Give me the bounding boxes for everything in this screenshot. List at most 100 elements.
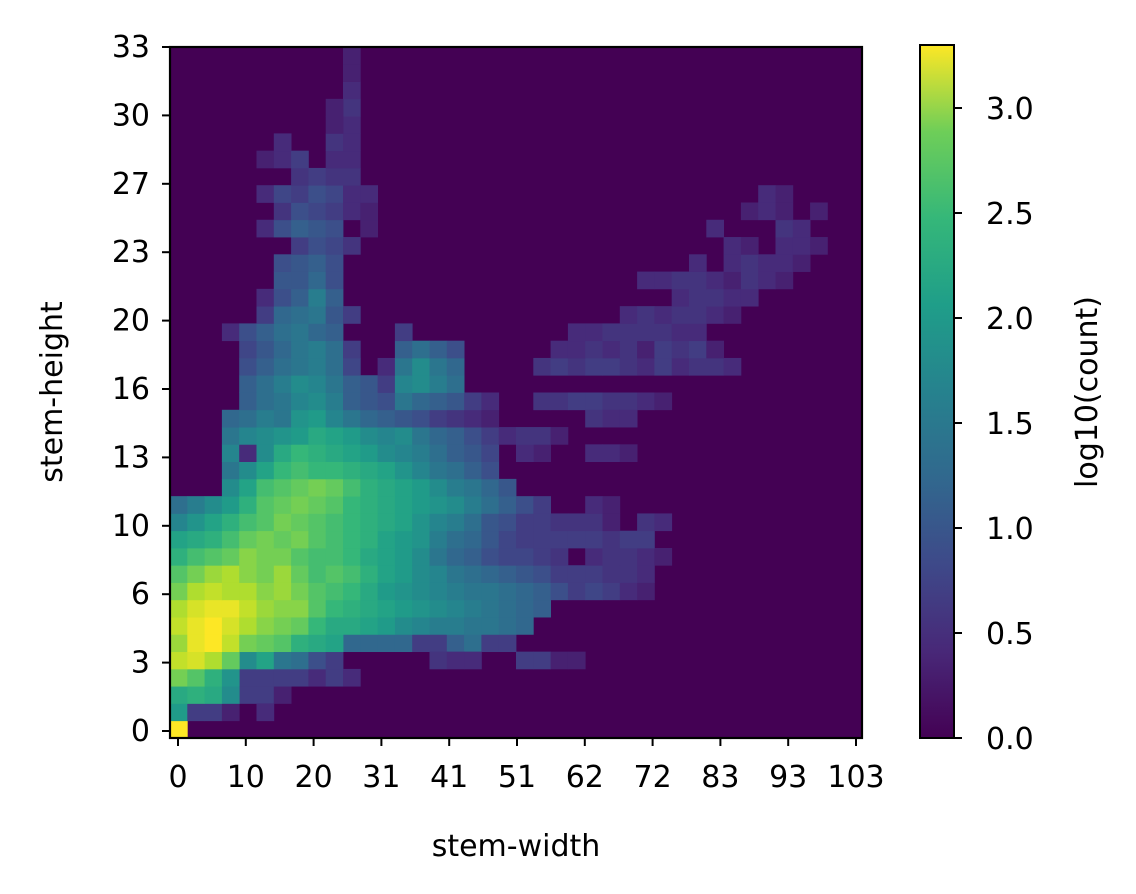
heatmap-cell — [360, 582, 378, 601]
heatmap-cell — [291, 496, 309, 514]
heatmap-cell — [498, 599, 517, 618]
y-tick-label: 0 — [131, 714, 150, 749]
heatmap-cell — [256, 634, 275, 653]
heatmap-cell — [204, 530, 223, 549]
heatmap-cell — [394, 323, 413, 342]
heatmap-cell — [377, 530, 396, 549]
heatmap-cell — [671, 271, 690, 290]
heatmap-cell — [343, 306, 361, 324]
heatmap-cell — [585, 323, 603, 342]
heatmap-cell — [792, 219, 811, 238]
heatmap-cell — [343, 530, 361, 549]
heatmap-cell — [221, 530, 240, 549]
x-tick-label: 83 — [701, 760, 739, 795]
heatmap-cell — [239, 357, 257, 376]
x-tick-label: 51 — [498, 760, 536, 795]
heatmap-cell — [602, 392, 621, 411]
heatmap-cell — [308, 167, 327, 186]
heatmap-cell — [377, 634, 396, 653]
heatmap-cell — [394, 478, 413, 497]
heatmap-cell — [619, 565, 638, 583]
heatmap-cell — [429, 357, 448, 376]
heatmap-cell — [654, 306, 673, 324]
heatmap-cell — [689, 357, 707, 376]
heatmap-cell — [602, 530, 621, 549]
heatmap-cell — [602, 565, 621, 583]
y-tick-label: 20 — [112, 304, 150, 339]
heatmap-cell — [187, 547, 205, 566]
heatmap-cell — [187, 651, 205, 670]
heatmap-cell — [446, 375, 465, 393]
heatmap-cell — [550, 513, 569, 532]
heatmap-cell — [308, 288, 327, 307]
heatmap-cell — [273, 219, 292, 238]
heatmap-cell — [412, 565, 430, 583]
heatmap-cell — [204, 513, 223, 532]
heatmap-cell — [204, 634, 223, 653]
heatmap-cell — [516, 547, 534, 566]
heatmap-cell — [187, 634, 205, 653]
heatmap-cell — [533, 513, 551, 532]
heatmap-cell — [533, 565, 551, 583]
heatmap-cell — [291, 306, 309, 324]
heatmap-cell — [256, 392, 275, 411]
heatmap-cell — [273, 375, 292, 393]
heatmap-cell — [221, 651, 240, 670]
heatmap-cell — [654, 340, 673, 359]
heatmap-cell — [325, 444, 344, 462]
heatmap-cell — [308, 617, 327, 635]
heatmap-cell — [498, 478, 517, 497]
heatmap-cell — [256, 288, 275, 307]
heatmap-cell — [256, 496, 275, 514]
heatmap-cell — [429, 547, 448, 566]
heatmap-cell — [170, 530, 188, 549]
heatmap-cell — [204, 496, 223, 514]
heatmap-cell — [343, 150, 361, 169]
heatmap-cell — [256, 651, 275, 670]
heatmap-cell — [325, 530, 344, 549]
heatmap-cell — [308, 357, 327, 376]
heatmap-cell — [273, 668, 292, 687]
colorbar: 0.0 0.5 1.0 1.5 2.0 2.5 3.0 log10(count) — [919, 44, 1105, 757]
heatmap-cell — [516, 513, 534, 532]
heatmap-cell — [273, 133, 292, 152]
heatmap-cell — [221, 409, 240, 428]
heatmap-cell — [291, 185, 309, 203]
heatmap-cell — [464, 409, 482, 428]
heatmap-cell — [204, 565, 223, 583]
heatmap-cell — [637, 306, 655, 324]
heatmap-cell — [602, 513, 621, 532]
colorbar-tick-label: 1.0 — [986, 512, 1034, 547]
heatmap-cell — [446, 340, 465, 359]
heatmap-cell — [325, 565, 344, 583]
x-tick-label: 31 — [362, 760, 400, 795]
heatmap-cell — [256, 668, 275, 687]
heatmap-cell — [533, 547, 551, 566]
heatmap-cell — [619, 409, 638, 428]
heatmap-cell — [325, 167, 344, 186]
heatmap-cell — [412, 547, 430, 566]
heatmap-cell — [239, 547, 257, 566]
heatmap-cell — [343, 133, 361, 152]
y-tick-label: 27 — [112, 167, 150, 202]
heatmap-cell — [308, 565, 327, 583]
heatmap-cell — [377, 409, 396, 428]
heatmap-cell — [273, 547, 292, 566]
y-tick-label: 23 — [112, 235, 150, 270]
heatmap-cell — [446, 444, 465, 462]
heatmap-cell — [481, 565, 500, 583]
heatmap-cell — [239, 513, 257, 532]
heatmap-cell — [550, 651, 569, 670]
heatmap-cell — [654, 547, 673, 566]
heatmap-cell — [291, 167, 309, 186]
heatmap-cell — [412, 409, 430, 428]
heatmap-cell — [273, 306, 292, 324]
heatmap-cell — [654, 357, 673, 376]
heatmap-cell — [221, 582, 240, 601]
heatmap-cell — [550, 392, 569, 411]
heatmap-cell — [394, 392, 413, 411]
heatmap-cell — [412, 513, 430, 532]
heatmap-cell — [308, 409, 327, 428]
heatmap-cell — [775, 271, 794, 290]
heatmap-cell — [273, 530, 292, 549]
